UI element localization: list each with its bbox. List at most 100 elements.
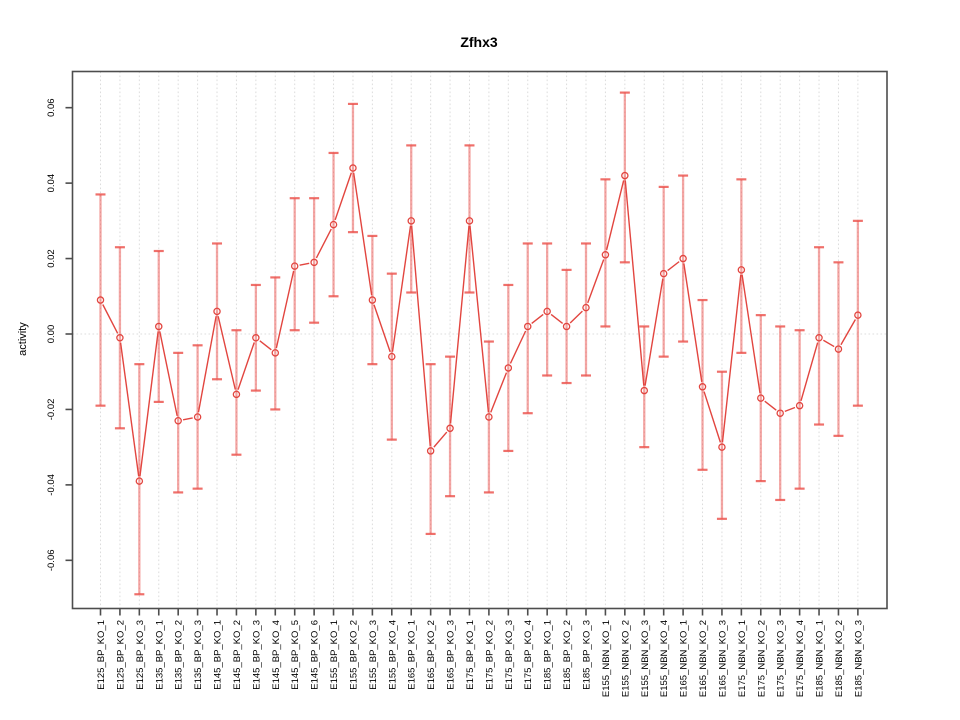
data-point xyxy=(252,334,260,342)
series-segment xyxy=(197,316,217,413)
y-tick-label: 0.02 xyxy=(46,249,57,268)
x-tick-label: E185_NBN_KO_2 xyxy=(834,620,845,697)
series-segment xyxy=(373,304,391,353)
x-tick-label: E175_BP_KO_4 xyxy=(523,620,534,690)
series-segment xyxy=(667,261,680,272)
x-tick-label: E175_NBN_KO_1 xyxy=(737,620,748,697)
series-segment xyxy=(391,225,412,352)
series-segment xyxy=(605,180,625,251)
series-segment xyxy=(784,406,796,413)
data-point xyxy=(698,383,707,391)
data-point xyxy=(174,417,182,425)
x-tick-label: E175_BP_KO_1 xyxy=(465,620,476,690)
data-point xyxy=(834,345,843,353)
series-segment xyxy=(433,431,448,448)
x-tick-label: E165_NBN_KO_3 xyxy=(717,620,728,697)
series-segment xyxy=(721,274,742,443)
x-tick-label: E135_BP_KO_1 xyxy=(154,620,165,690)
x-tick-label: E155_BP_KO_2 xyxy=(348,620,359,690)
x-tick-label: E155_NBN_KO_2 xyxy=(620,620,631,697)
series-segment xyxy=(352,172,373,296)
y-tick-label: -0.04 xyxy=(46,474,57,496)
x-tick-label: E145_BP_KO_2 xyxy=(232,620,243,690)
x-tick-label: E145_BP_KO_5 xyxy=(290,620,301,690)
x-tick-label: E185_NBN_KO_3 xyxy=(853,620,864,697)
series-segment xyxy=(703,391,722,443)
x-tick-label: E155_NBN_KO_3 xyxy=(640,620,651,697)
series-segment xyxy=(275,270,295,349)
data-point xyxy=(426,447,435,455)
data-point xyxy=(504,364,513,372)
series-segment xyxy=(410,225,431,447)
data-point xyxy=(368,296,377,304)
data-point xyxy=(213,307,221,316)
series-segment xyxy=(299,262,310,266)
series-segment xyxy=(683,263,703,382)
series-segment xyxy=(624,180,645,386)
x-tick-label: E165_BP_KO_2 xyxy=(426,620,437,690)
x-tick-label: E135_BP_KO_2 xyxy=(174,620,185,690)
x-tick-label: E175_BP_KO_3 xyxy=(504,620,515,690)
series-segment xyxy=(449,225,470,424)
x-tick-label: E155_BP_KO_4 xyxy=(387,620,398,690)
x-tick-label: E165_BP_KO_1 xyxy=(407,620,418,690)
series-segment xyxy=(840,319,857,346)
x-tick-label: E175_NBN_KO_2 xyxy=(756,620,767,697)
x-tick-label: E145_BP_KO_6 xyxy=(310,620,321,690)
data-point xyxy=(232,390,241,399)
x-tick-label: E125_BP_KO_2 xyxy=(115,620,126,690)
y-tick-label: 0.04 xyxy=(46,174,57,193)
data-point xyxy=(523,322,532,331)
plot-box xyxy=(71,70,888,610)
data-point xyxy=(718,443,726,451)
data-point xyxy=(116,334,124,342)
data-point xyxy=(446,424,454,433)
data-point xyxy=(310,258,318,267)
x-tick-label: E185_NBN_KO_1 xyxy=(815,620,826,697)
data-point xyxy=(562,322,571,331)
data-point xyxy=(155,322,163,331)
series-segment xyxy=(490,372,508,413)
x-tick-label: E155_NBN_KO_1 xyxy=(601,620,612,697)
series-segment xyxy=(800,342,819,402)
series-segment xyxy=(334,172,352,221)
data-point xyxy=(465,217,474,225)
series-segment xyxy=(139,331,159,477)
x-tick-label: E155_NBN_KO_4 xyxy=(659,620,670,697)
y-tick-label: 0.00 xyxy=(46,325,57,344)
x-tick-label: E145_BP_KO_4 xyxy=(271,620,282,690)
data-point xyxy=(388,352,396,361)
x-tick-label: E145_BP_KO_3 xyxy=(251,620,262,690)
data-point xyxy=(776,409,784,417)
series-segment xyxy=(823,339,835,348)
x-tick-label: E175_NBN_KO_4 xyxy=(795,620,806,697)
data-point xyxy=(96,296,105,304)
x-tick-label: E185_BP_KO_2 xyxy=(562,620,573,690)
data-point xyxy=(795,401,804,410)
x-tick-label: E135_BP_KO_3 xyxy=(193,620,204,690)
data-point xyxy=(271,349,280,357)
x-tick-label: E165_NBN_KO_1 xyxy=(679,620,690,697)
x-tick-label: E155_BP_KO_1 xyxy=(329,620,340,690)
series-segment xyxy=(217,316,236,390)
x-tick-label: E185_BP_KO_3 xyxy=(582,620,593,690)
data-point xyxy=(349,164,357,172)
series-segment xyxy=(509,330,527,364)
series-segment xyxy=(550,313,564,324)
x-tick-label: E165_BP_KO_3 xyxy=(446,620,457,690)
data-point xyxy=(640,386,649,395)
x-tick-label: E185_BP_KO_1 xyxy=(543,620,554,690)
series-segment xyxy=(259,340,272,351)
series-segment xyxy=(102,304,119,334)
series-segment xyxy=(237,342,255,390)
y-tick-label: -0.06 xyxy=(46,549,57,571)
y-axis-label: activity xyxy=(17,322,29,356)
data-point xyxy=(193,413,202,421)
x-tick-label: E175_BP_KO_2 xyxy=(484,620,495,690)
series-segment xyxy=(531,313,544,324)
x-tick-label: E155_BP_KO_3 xyxy=(368,620,379,690)
x-tick-label: E125_BP_KO_1 xyxy=(96,620,107,690)
data-point xyxy=(329,220,338,229)
data-point xyxy=(543,307,551,316)
data-point xyxy=(582,303,590,312)
